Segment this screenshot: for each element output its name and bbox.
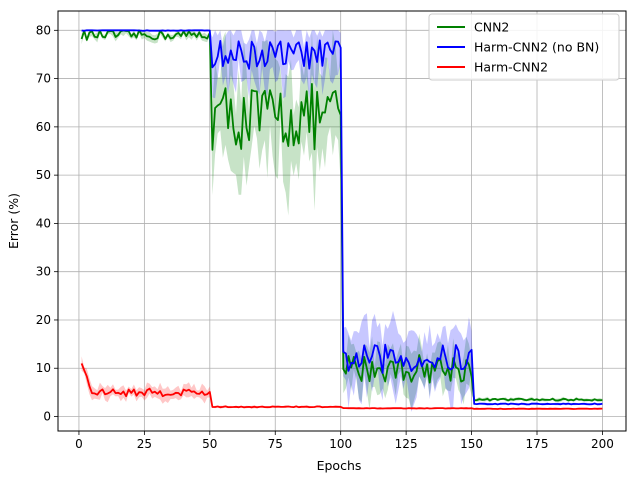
series-line-2: [80, 363, 603, 410]
y-axis-ticks: 0 10 20 30 40 50 60 70 80: [36, 23, 58, 424]
legend-label-2: Harm-CNN2: [474, 60, 548, 75]
y-tick-label: 40: [36, 216, 51, 230]
y-axis-label: Error (%): [6, 193, 21, 249]
y-tick-label: 20: [36, 313, 51, 327]
y-tick-label: 0: [43, 410, 51, 424]
y-tick-label: 10: [36, 361, 51, 375]
x-tick-label: 200: [591, 437, 614, 451]
y-tick-label: 80: [36, 23, 51, 37]
y-tick-label: 50: [36, 168, 51, 182]
series-line-1: [81, 29, 603, 406]
x-axis-ticks: 0 25 50 75 100 125 150 175 200: [75, 431, 614, 451]
plot-frame: [57, 10, 627, 432]
legend-box: [428, 13, 620, 81]
x-tick-label: 125: [395, 437, 418, 451]
legend-label-0: CNN2: [474, 20, 509, 35]
x-tick-label: 25: [137, 437, 152, 451]
x-tick-label: 75: [268, 437, 283, 451]
series-lines: [80, 29, 603, 410]
y-tick-label: 70: [36, 72, 51, 86]
y-tick-label: 60: [36, 120, 51, 134]
x-tick-label: 50: [202, 437, 217, 451]
legend: CNN2 Harm-CNN2 (no BN) Harm-CNN2: [428, 13, 620, 81]
x-tick-label: 175: [526, 437, 549, 451]
x-tick-label: 150: [460, 437, 483, 451]
x-axis-label: Epochs: [317, 458, 362, 473]
y-tick-label: 30: [36, 265, 51, 279]
x-tick-label: 0: [75, 437, 83, 451]
legend-label-1: Harm-CNN2 (no BN): [474, 40, 599, 55]
x-tick-label: 100: [329, 437, 352, 451]
